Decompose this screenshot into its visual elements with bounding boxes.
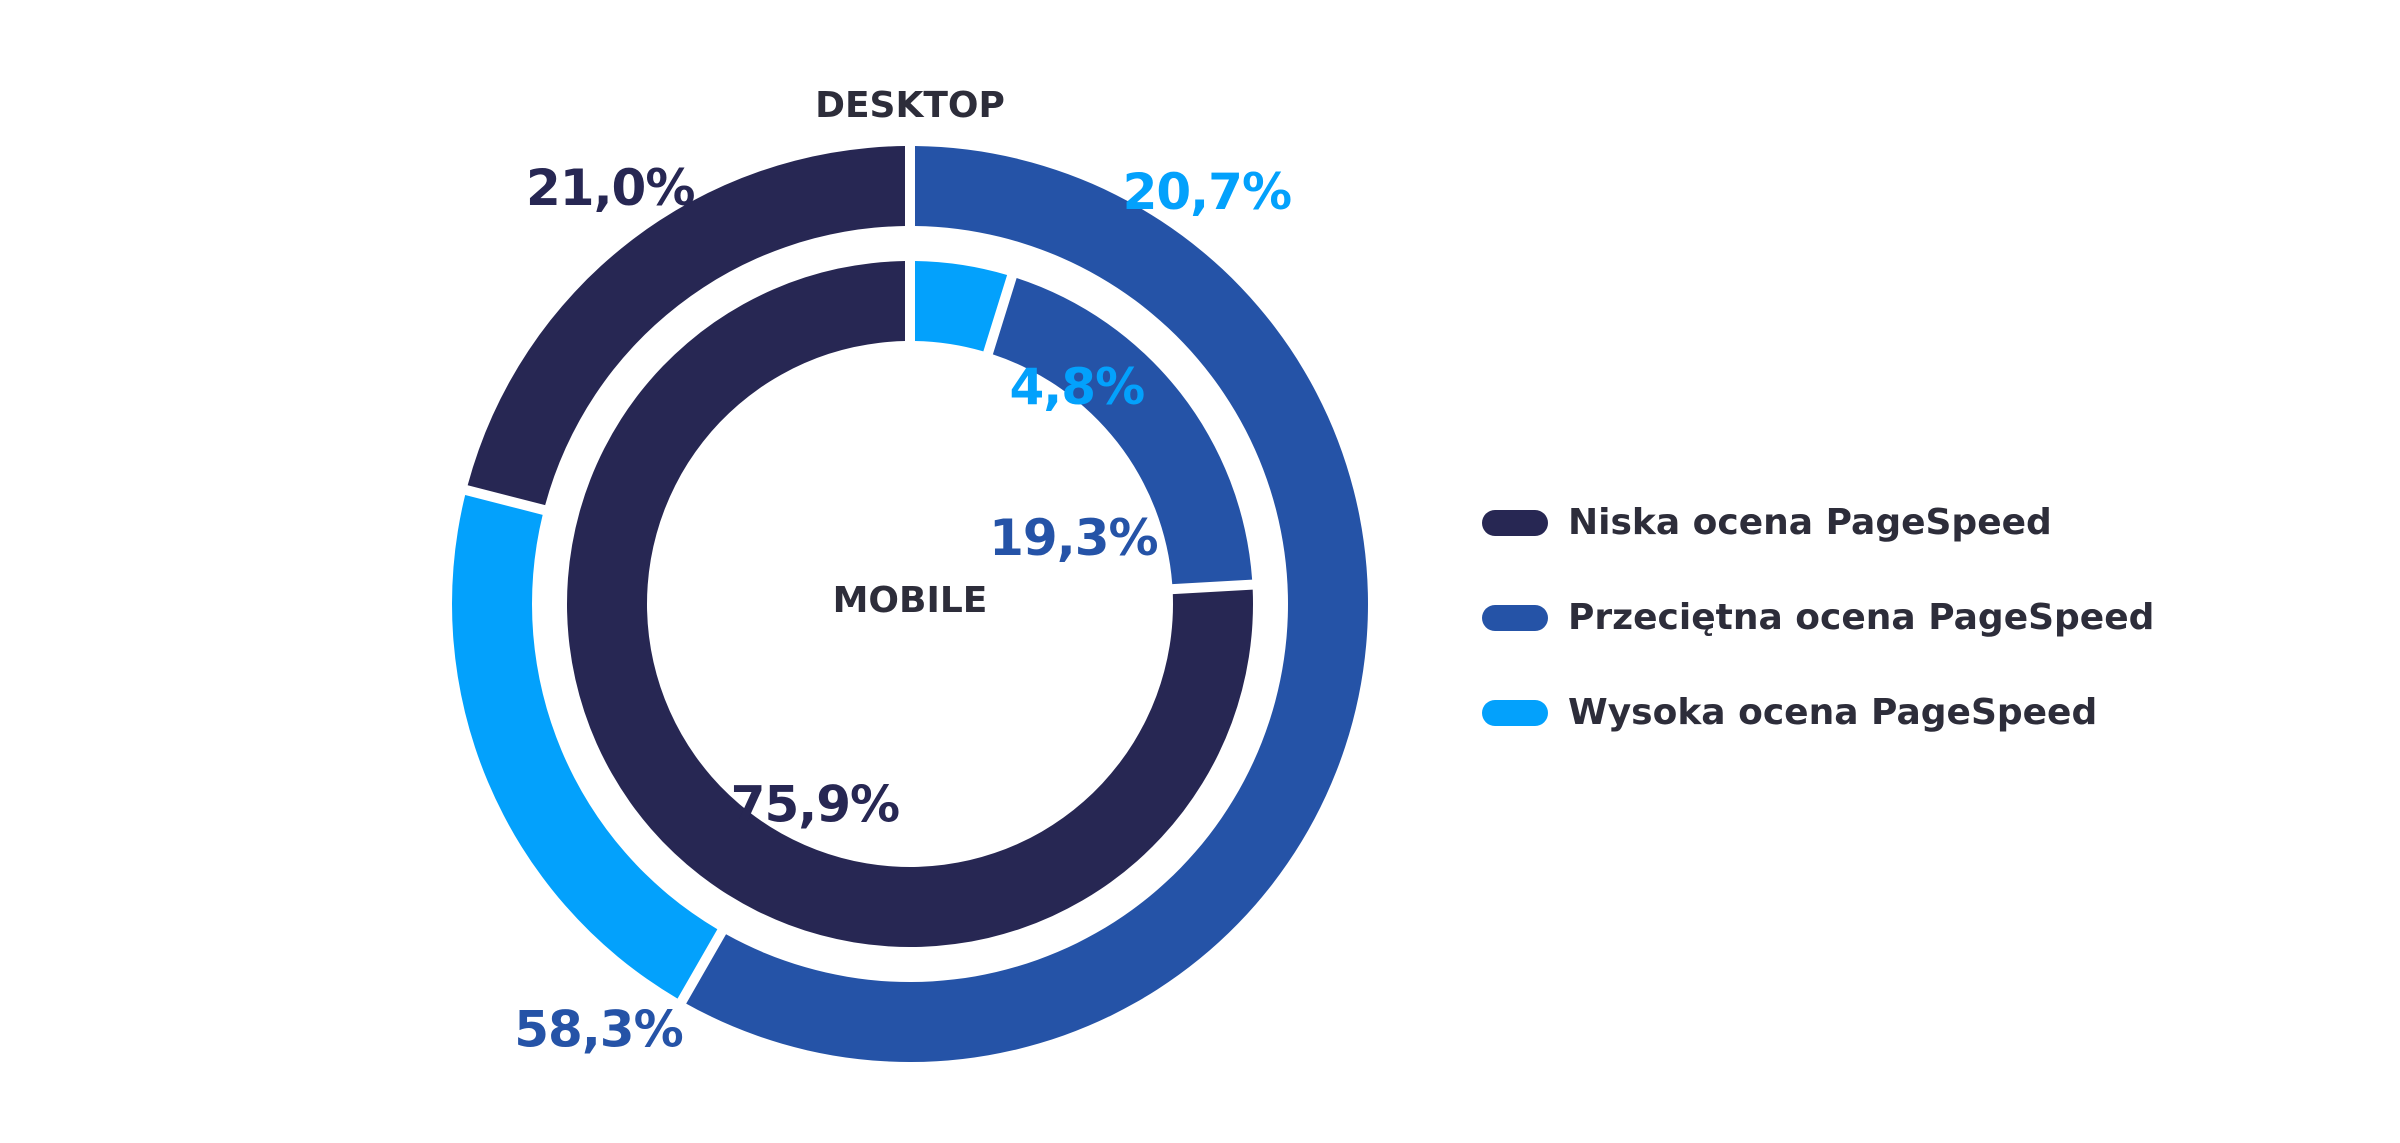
mobile-label-wysoka: 4,8% [1010,358,1145,416]
desktop-slice-niska [467,146,906,506]
desktop-slice-przecietna [686,146,1368,1063]
desktop-slice-wysoka [452,494,718,999]
legend-swatch-przecietna [1482,604,1548,631]
mobile-slice-wysoka [914,261,1008,352]
legend-swatch-niska [1482,509,1548,536]
legend-swatch-wysoka [1482,699,1548,726]
mobile-label-niska: 75,9% [731,775,899,833]
legend-label-przecietna: Przeciętna ocena PageSpeed [1568,597,2155,638]
legend-item-niska: Niska ocena PageSpeed [1482,475,2154,570]
legend-item-przecietna: Przeciętna ocena PageSpeed [1482,570,2154,665]
desktop-ring [452,146,1368,1063]
legend: Niska ocena PageSpeed Przeciętna ocena P… [1482,475,2154,760]
mobile-ring-title: MOBILE [833,580,988,621]
mobile-ring [566,261,1253,947]
legend-label-wysoka: Wysoka ocena PageSpeed [1568,692,2098,733]
mobile-label-przecietna: 19,3% [989,509,1157,567]
desktop-label-przecietna: 58,3% [514,1000,682,1058]
desktop-label-wysoka: 20,7% [1123,163,1291,221]
desktop-ring-title: DESKTOP [815,85,1005,126]
data-labels: 21,0% 58,3% 20,7% 75,9% 19,3% 4,8% [514,159,1292,1058]
mobile-slice-przecietna [992,278,1253,585]
desktop-label-niska: 21,0% [526,159,694,217]
legend-label-niska: Niska ocena PageSpeed [1568,502,2052,543]
legend-item-wysoka: Wysoka ocena PageSpeed [1482,665,2154,760]
